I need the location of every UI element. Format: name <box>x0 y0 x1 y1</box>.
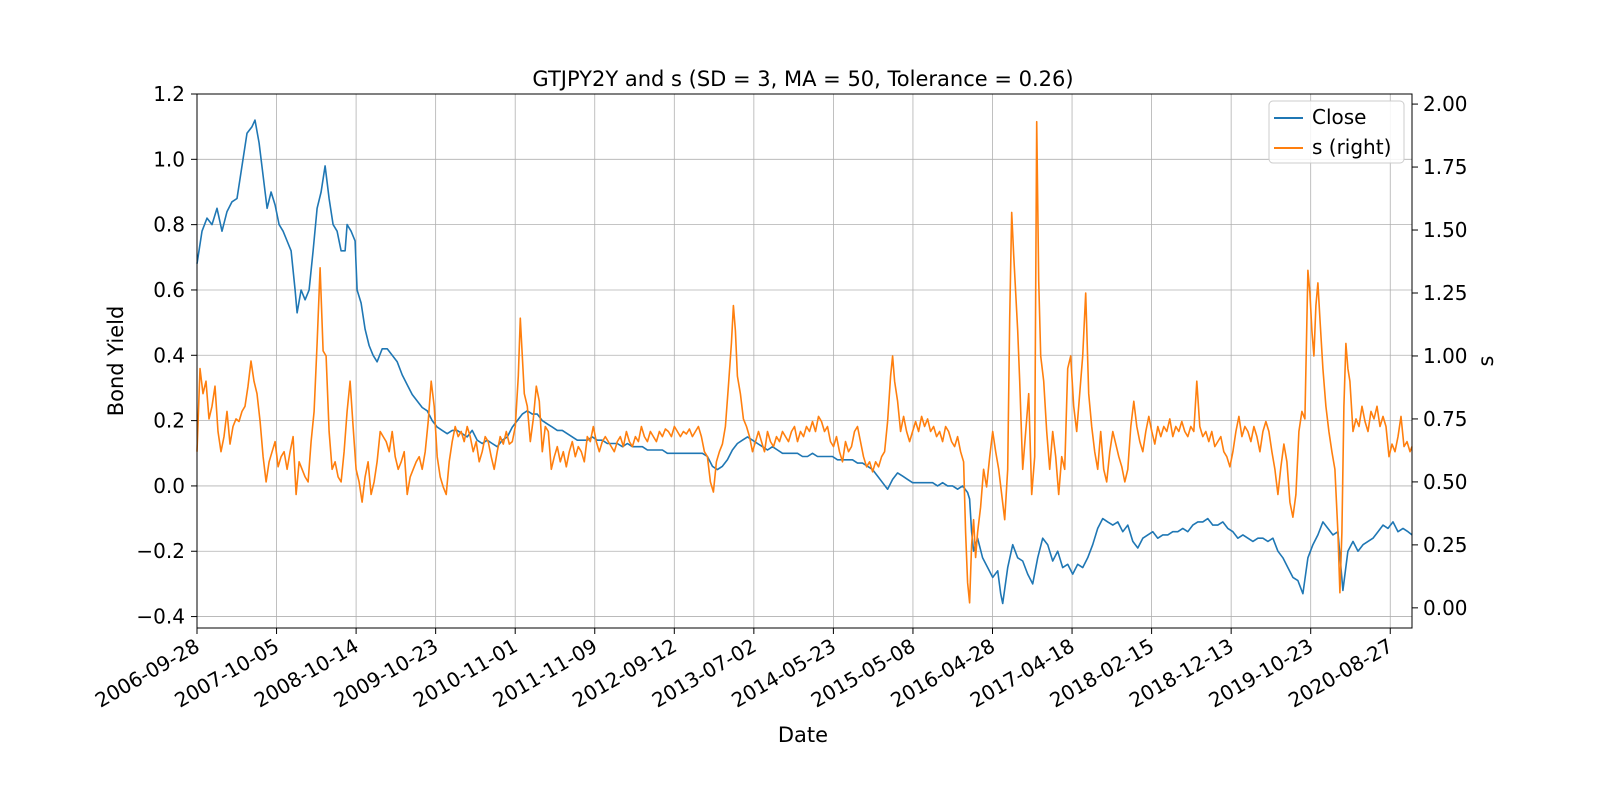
y-axis-left: 1.2 1.0 0.8 0.6 0.4 0.2 0.0 −0.2 −0.4 <box>136 82 197 629</box>
y-tick-label-left: 0.2 <box>153 409 185 433</box>
y-tick-label-right: 0.50 <box>1423 470 1468 494</box>
series-line-s <box>196 120 1413 604</box>
y-tick-label-right: 0.25 <box>1423 533 1468 557</box>
y-tick-label-right: 1.00 <box>1423 344 1468 368</box>
y-tick-label-left: −0.2 <box>136 539 185 563</box>
legend-label-close: Close <box>1312 105 1366 129</box>
y-tick-label-right: 1.75 <box>1423 155 1468 179</box>
x-axis-label: Date <box>778 723 828 747</box>
y-tick-label-left: 0.0 <box>153 474 185 498</box>
y-tick-label-right: 2.00 <box>1423 92 1468 116</box>
y-tick-label-left: 0.8 <box>153 213 185 237</box>
y-axis-right: 2.00 1.75 1.50 1.25 1.00 0.75 0.50 0.25 0.00 <box>1412 92 1468 620</box>
plot-frame <box>196 93 1413 629</box>
plot-lines <box>196 119 1413 605</box>
y-axis-label-right: s <box>1474 356 1498 367</box>
y-tick-label-left: 1.2 <box>153 82 185 106</box>
y-tick-label-right: 1.25 <box>1423 281 1468 305</box>
legend: Close s (right) <box>1268 100 1405 164</box>
y-tick-label-left: 0.6 <box>153 278 185 302</box>
y-tick-label-left: −0.4 <box>136 605 185 629</box>
y-tick-label-left: 1.0 <box>153 147 185 171</box>
chart-title: GTJPY2Y and s (SD = 3, MA = 50, Toleranc… <box>532 67 1073 91</box>
y-tick-label-right: 0.75 <box>1423 407 1468 431</box>
series-line-close <box>196 119 1413 605</box>
y-tick-label-right: 0.00 <box>1423 596 1468 620</box>
legend-label-s: s (right) <box>1312 135 1391 159</box>
y-tick-label-left: 0.4 <box>153 343 185 367</box>
y-tick-label-right: 1.50 <box>1423 218 1468 242</box>
y-axis-label-left: Bond Yield <box>104 306 128 417</box>
